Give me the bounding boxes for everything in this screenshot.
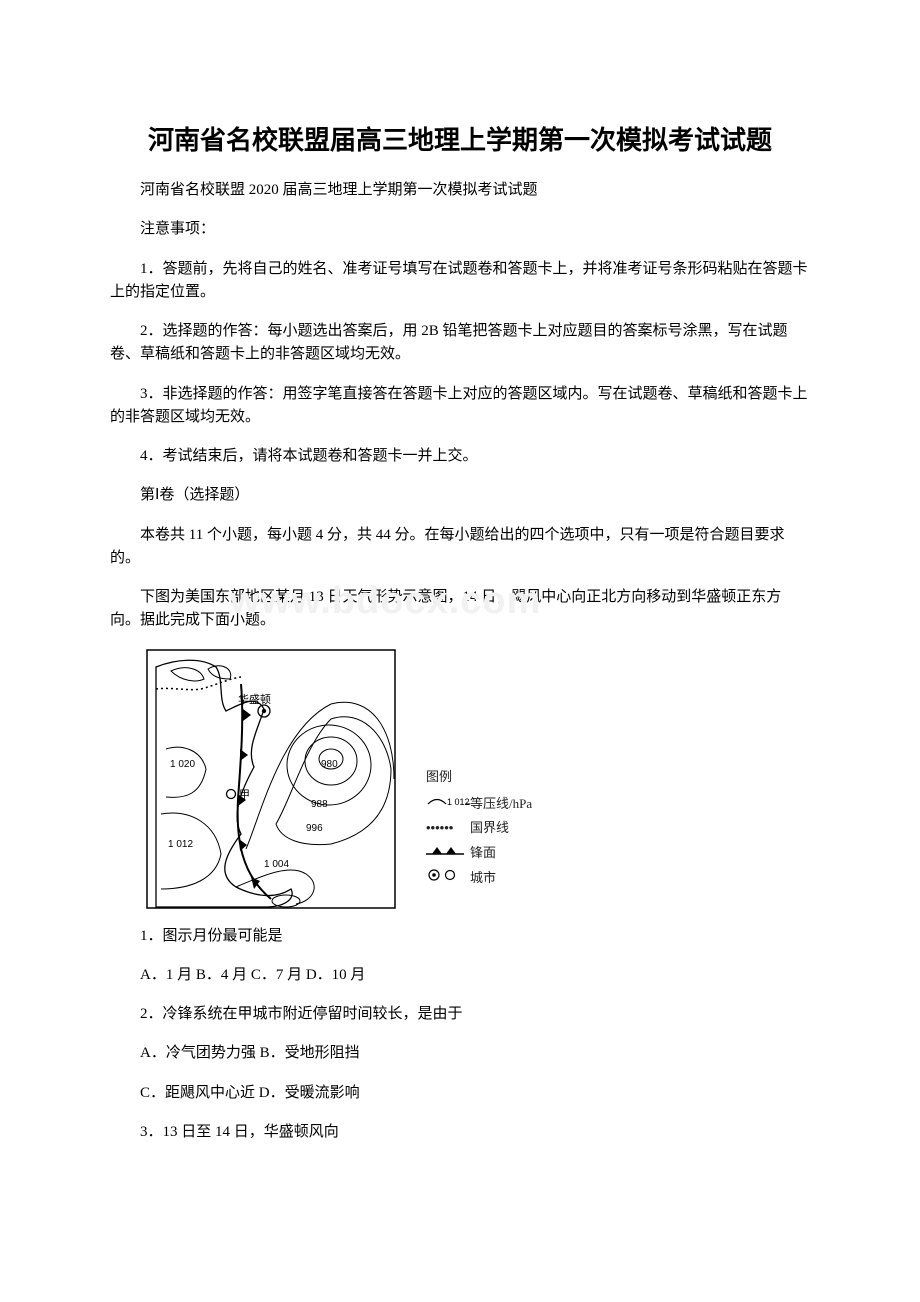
notice-item-2: 2．选择题的作答：每小题选出答案后，用 2B 铅笔把答题卡上对应题目的答案标号涂…: [110, 320, 810, 367]
isobar-label-1004: 1 004: [264, 859, 289, 870]
section-description: 本卷共 11 个小题，每小题 4 分，共 44 分。在每小题给出的四个选项中，只…: [110, 524, 810, 571]
legend-isobar-label: 等压线/hPa: [470, 792, 532, 817]
question-2-options-line2: C．距飓风中心近 D．受暖流影响: [110, 1082, 810, 1105]
notice-item-1: 1．答题前，先将自己的姓名、准考证号填写在试题卷和答题卡上，并将准考证号条形码粘…: [110, 258, 810, 305]
notice-heading: 注意事项：: [110, 218, 810, 241]
city-label-jia: 甲: [239, 789, 250, 801]
svg-text:1 012: 1 012: [447, 797, 470, 807]
isobar-label-980: 980: [321, 759, 338, 770]
notice-item-3: 3．非选择题的作答：用签字笔直接答在答题卡上对应的答题区域内。写在试题卷、草稿纸…: [110, 383, 810, 430]
isobar-label-988: 988: [311, 799, 328, 810]
legend-city-label: 城市: [470, 866, 496, 891]
question-2-options-line1: A．冷气团势力强 B．受地形阻挡: [110, 1042, 810, 1065]
passage-intro: 下图为美国东部地区某月 13 日天气形势示意图，14 日，飓风中心向正北方向移动…: [110, 586, 810, 633]
isobar-label-1020: 1 020: [170, 759, 195, 770]
legend-city-icon: [426, 866, 464, 891]
isobar-label-996: 996: [306, 823, 323, 834]
legend-item-front: 锋面: [426, 841, 532, 866]
legend-title: 图例: [426, 765, 532, 790]
weather-map-svg: 1 020 1 012 1 004 996 988 980 华盛顿 甲: [146, 649, 396, 909]
legend-border-label: 国界线: [470, 816, 509, 841]
subtitle: 河南省名校联盟 2020 届高三地理上学期第一次模拟考试试题: [110, 179, 810, 202]
legend-border-icon: ••••••: [426, 816, 464, 841]
legend-item-isobar: 1 012 等压线/hPa: [426, 792, 532, 817]
page-title: 河南省名校联盟届高三地理上学期第一次模拟考试试题: [110, 120, 810, 157]
question-1: 1．图示月份最可能是: [110, 925, 810, 948]
weather-map-figure: 1 020 1 012 1 004 996 988 980 华盛顿 甲: [110, 649, 810, 909]
legend-item-city: 城市: [426, 866, 532, 891]
question-2: 2．冷锋系统在甲城市附近停留时间较长，是由于: [110, 1003, 810, 1026]
section-heading: 第Ⅰ卷（选择题）: [110, 484, 810, 507]
legend-front-icon: [426, 841, 464, 866]
map-legend: 图例 1 012 等压线/hPa •••••• 国界线: [426, 765, 532, 908]
isobar-label-1012: 1 012: [168, 839, 193, 850]
question-1-options: A．1 月 B．4 月 C．7 月 D．10 月: [110, 964, 810, 987]
legend-front-label: 锋面: [470, 841, 496, 866]
notice-item-4: 4．考试结束后，请将本试题卷和答题卡一并上交。: [110, 445, 810, 468]
legend-item-border: •••••• 国界线: [426, 816, 532, 841]
city-label-washington: 华盛顿: [238, 692, 271, 706]
legend-isobar-icon: 1 012: [426, 792, 464, 817]
question-3: 3．13 日至 14 日，华盛顿风向: [110, 1121, 810, 1144]
